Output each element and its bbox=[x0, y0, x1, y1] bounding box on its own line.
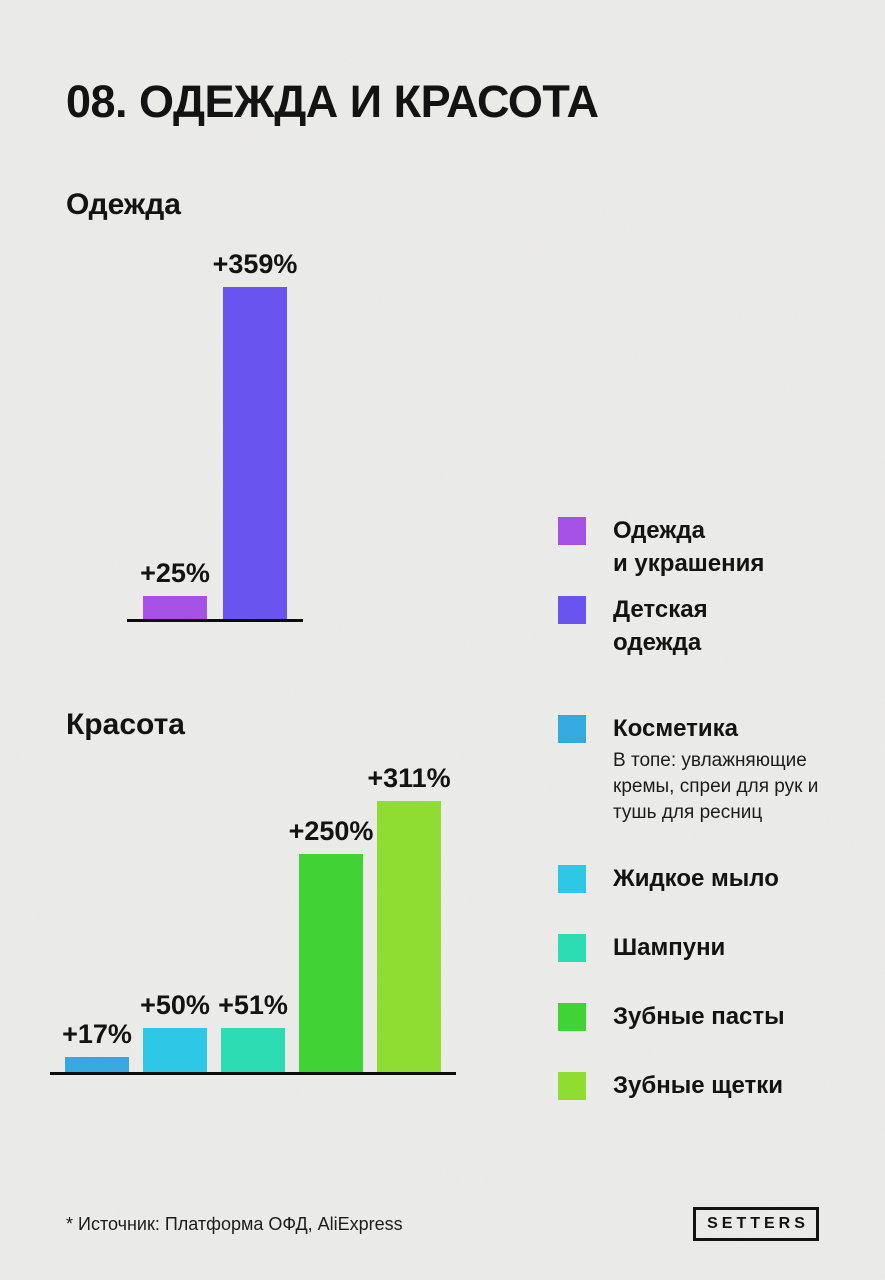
section-title-clothing: Одежда bbox=[66, 188, 181, 221]
legend-item: Детская одежда bbox=[558, 593, 764, 659]
bar bbox=[143, 1028, 207, 1072]
section-title-beauty: Красота bbox=[66, 708, 185, 741]
source-note: * Источник: Платформа ОФД, AliExpress bbox=[66, 1214, 403, 1234]
legend-text: Зубные щетки bbox=[613, 1069, 783, 1102]
bar-value-label: +50% bbox=[140, 990, 210, 1020]
bar-group: +250% bbox=[289, 816, 373, 1072]
legend-item: Шампуни bbox=[558, 931, 825, 964]
bar bbox=[223, 287, 287, 619]
legend-text: Шампуни bbox=[613, 931, 725, 964]
beauty-bar-chart: +17% +50% +51% +250% +311% bbox=[50, 763, 456, 1075]
legend-text: Косметика В топе: увлажняющие кремы, спре… bbox=[613, 712, 825, 826]
legend-label: Зубные щетки bbox=[613, 1072, 784, 1099]
bar bbox=[143, 596, 207, 619]
legend-color-swatch-icon bbox=[558, 1072, 586, 1100]
bar bbox=[221, 1028, 285, 1072]
setters-logo: SETTERS bbox=[693, 1207, 819, 1241]
legend-label: Косметика bbox=[613, 715, 738, 742]
clothing-bar-chart: +25% +359% bbox=[127, 249, 303, 622]
bar-group: +17% bbox=[62, 1019, 132, 1072]
legend-label: Зубные пасты bbox=[613, 1003, 785, 1030]
bar-group: +311% bbox=[367, 763, 451, 1072]
bar-group: +50% bbox=[140, 990, 210, 1072]
bar-value-label: +311% bbox=[367, 763, 451, 793]
legend-color-swatch-icon bbox=[558, 934, 586, 962]
legend-item: Зубные щетки bbox=[558, 1069, 825, 1102]
legend-item: Жидкое мыло bbox=[558, 862, 825, 895]
beauty-legend: Косметика В топе: увлажняющие кремы, спре… bbox=[558, 712, 825, 1102]
clothing-legend: Одежда и украшения Детская одежда bbox=[558, 514, 764, 659]
legend-text: Детская одежда bbox=[613, 593, 708, 659]
legend-text: Одежда и украшения bbox=[613, 514, 764, 580]
bar-value-label: +250% bbox=[288, 816, 374, 846]
legend-color-swatch-icon bbox=[558, 715, 586, 743]
legend-item: Зубные пасты bbox=[558, 1000, 825, 1033]
setters-logo-text: SETTERS bbox=[707, 1215, 809, 1232]
bar-value-label: +17% bbox=[62, 1019, 132, 1049]
legend-description: В топе: увлажняющие кремы, спреи для рук… bbox=[613, 750, 819, 823]
legend-label: Одежда и украшения bbox=[613, 517, 765, 577]
legend-color-swatch-icon bbox=[558, 1003, 586, 1031]
legend-text: Зубные пасты bbox=[613, 1000, 785, 1033]
legend-item: Одежда и украшения bbox=[558, 514, 764, 580]
legend-color-swatch-icon bbox=[558, 865, 586, 893]
legend-item: Косметика В топе: увлажняющие кремы, спре… bbox=[558, 712, 825, 826]
legend-label: Шампуни bbox=[613, 934, 726, 961]
bar-group: +359% bbox=[213, 249, 297, 619]
legend-label: Жидкое мыло bbox=[613, 865, 779, 892]
legend-label: Детская одежда bbox=[613, 596, 708, 656]
bar-group: +51% bbox=[218, 990, 288, 1072]
bar bbox=[65, 1057, 129, 1072]
bar-group: +25% bbox=[140, 558, 210, 619]
legend-color-swatch-icon bbox=[558, 517, 586, 545]
bar-value-label: +51% bbox=[218, 990, 288, 1020]
page-title: 08. ОДЕЖДА И КРАСОТА bbox=[66, 76, 599, 127]
bar bbox=[299, 854, 363, 1072]
bar-value-label: +359% bbox=[212, 249, 298, 279]
legend-color-swatch-icon bbox=[558, 596, 586, 624]
bar bbox=[377, 801, 441, 1072]
bar-value-label: +25% bbox=[140, 558, 210, 588]
legend-text: Жидкое мыло bbox=[613, 862, 779, 895]
